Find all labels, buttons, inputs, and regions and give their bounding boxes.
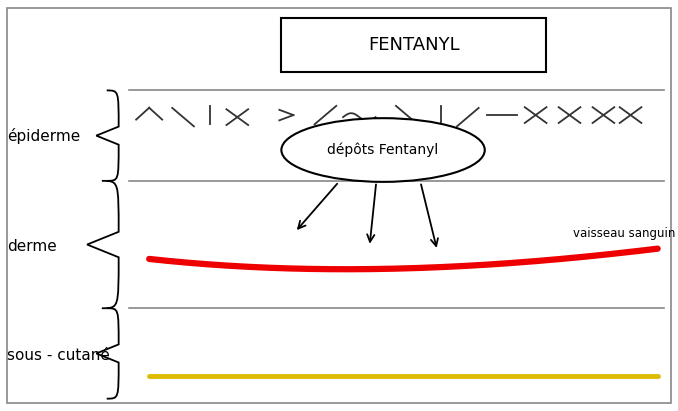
Text: FENTANYL: FENTANYL xyxy=(367,36,460,54)
Text: vaisseau sanguin: vaisseau sanguin xyxy=(573,227,675,240)
Ellipse shape xyxy=(281,118,485,182)
Text: dépôts Fentanyl: dépôts Fentanyl xyxy=(327,143,439,157)
Text: épiderme: épiderme xyxy=(7,128,80,143)
Text: sous - cutané: sous - cutané xyxy=(7,348,110,363)
FancyBboxPatch shape xyxy=(281,18,546,72)
Text: derme: derme xyxy=(7,239,56,254)
